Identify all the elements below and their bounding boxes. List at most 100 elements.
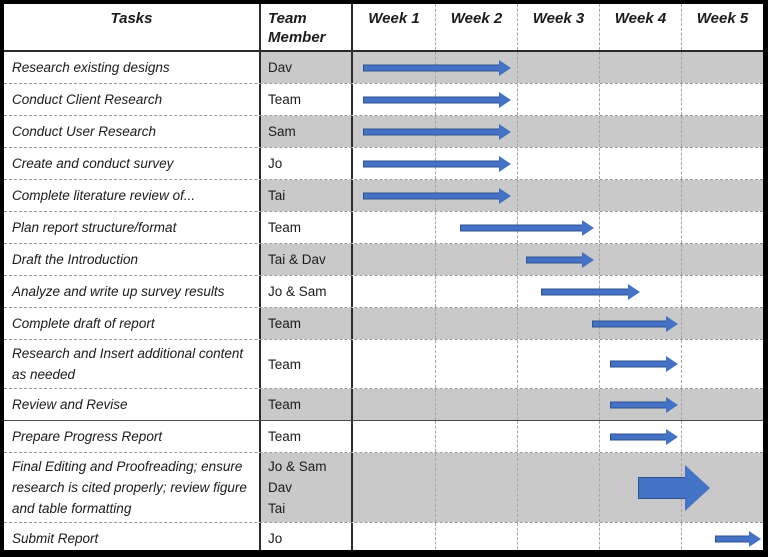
table-row: Complete draft of report Team [4,307,763,339]
gantt-arrow [638,464,710,511]
week-gridline [435,276,436,307]
week-gridline [517,308,518,339]
table-row: Review and Revise Team [4,388,763,420]
arrow-body [362,160,502,167]
timeline-cell [353,180,763,211]
task-label: Draft the Introduction [4,244,261,275]
task-label: Review and Revise [4,389,261,420]
team-member-label: Tai [261,180,353,211]
table-row: Research and Insert additional content a… [4,339,763,388]
week-gridline [599,212,600,243]
arrow-head [582,251,595,268]
week-gridline [517,276,518,307]
week-gridline [599,340,600,388]
gantt-arrow [540,283,640,300]
header-tasks: Tasks [4,4,261,50]
week-gridline [599,453,600,522]
team-member-label: Jo [261,148,353,179]
header-week-5: Week 5 [681,4,763,50]
task-label: Analyze and write up survey results [4,276,261,307]
week-gridline [681,148,682,179]
week-gridline [517,84,518,115]
gantt-arrow [610,428,678,445]
gantt-arrow [362,91,512,108]
team-member-label: Team [261,308,353,339]
arrow-body [362,64,502,71]
table-row: Complete literature review of... Tai [4,179,763,211]
week-gridline [435,212,436,243]
gantt-arrow [609,356,678,372]
gantt-arrow [591,315,678,332]
arrow-body [526,256,585,263]
week-gridline [435,453,436,522]
task-label: Final Editing and Proofreading; ensure r… [4,453,261,522]
week-gridline [435,308,436,339]
arrow-body [610,401,668,408]
week-gridline [517,421,518,452]
header-week-3: Week 3 [517,4,599,50]
arrow-head [665,315,678,332]
week-gridline [681,421,682,452]
team-member-label: Tai & Dav [261,244,353,275]
table-row: Analyze and write up survey results Jo & … [4,275,763,307]
team-member-label: Team [261,84,353,115]
gantt-arrow [362,123,512,140]
task-label: Conduct Client Research [4,84,261,115]
week-gridline [517,389,518,420]
table-row: Prepare Progress Report Team [4,420,763,452]
timeline-cell [353,453,763,522]
arrow-head [627,283,640,300]
table-row: Conduct Client Research Team [4,83,763,115]
week-gridline [681,212,682,243]
week-gridline [435,340,436,388]
team-member-label: Dav [261,52,353,83]
week-gridline [517,453,518,522]
week-gridline [517,180,518,211]
arrow-head [582,219,595,236]
week-gridline [599,180,600,211]
gantt-arrow [362,59,512,76]
week-gridline [681,116,682,147]
week-gridline [599,421,600,452]
arrow-head [499,123,512,140]
table-row: Final Editing and Proofreading; ensure r… [4,452,763,522]
arrow-body [638,476,687,499]
week-gridline [517,148,518,179]
week-gridline [681,84,682,115]
timeline-cell [353,84,763,115]
week-gridline [517,523,518,550]
header-week-4: Week 4 [599,4,681,50]
timeline-cell [353,212,763,243]
arrow-body [362,192,502,199]
team-member-label: Team [261,389,353,420]
header-week-1: Week 1 [368,10,420,27]
gantt-arrow [610,396,678,413]
task-label: Conduct User Research [4,116,261,147]
timeline-cell [353,340,763,388]
task-label: Research existing designs [4,52,261,83]
gantt-arrow [362,155,512,172]
timeline-cell [353,116,763,147]
timeline-cell [353,421,763,452]
week-gridline [517,116,518,147]
week-gridline [517,244,518,275]
arrow-head [665,396,678,413]
task-label: Create and conduct survey [4,148,261,179]
task-label: Research and Insert additional content a… [4,340,261,388]
arrow-body [609,360,668,368]
week-gridline [435,421,436,452]
timeline-cell [353,148,763,179]
team-member-label: Jo & Sam Dav Tai [261,453,353,522]
arrow-head [499,187,512,204]
arrow-body [459,224,585,231]
week-gridline [681,340,682,388]
week-gridline [599,84,600,115]
arrow-head [684,464,710,511]
team-member-label: Team [261,212,353,243]
week-gridline [599,52,600,83]
arrow-body [610,433,668,440]
header-week-2: Week 2 [435,4,517,50]
arrow-head [665,356,678,372]
week-gridline [681,180,682,211]
team-member-label: Team [261,340,353,388]
